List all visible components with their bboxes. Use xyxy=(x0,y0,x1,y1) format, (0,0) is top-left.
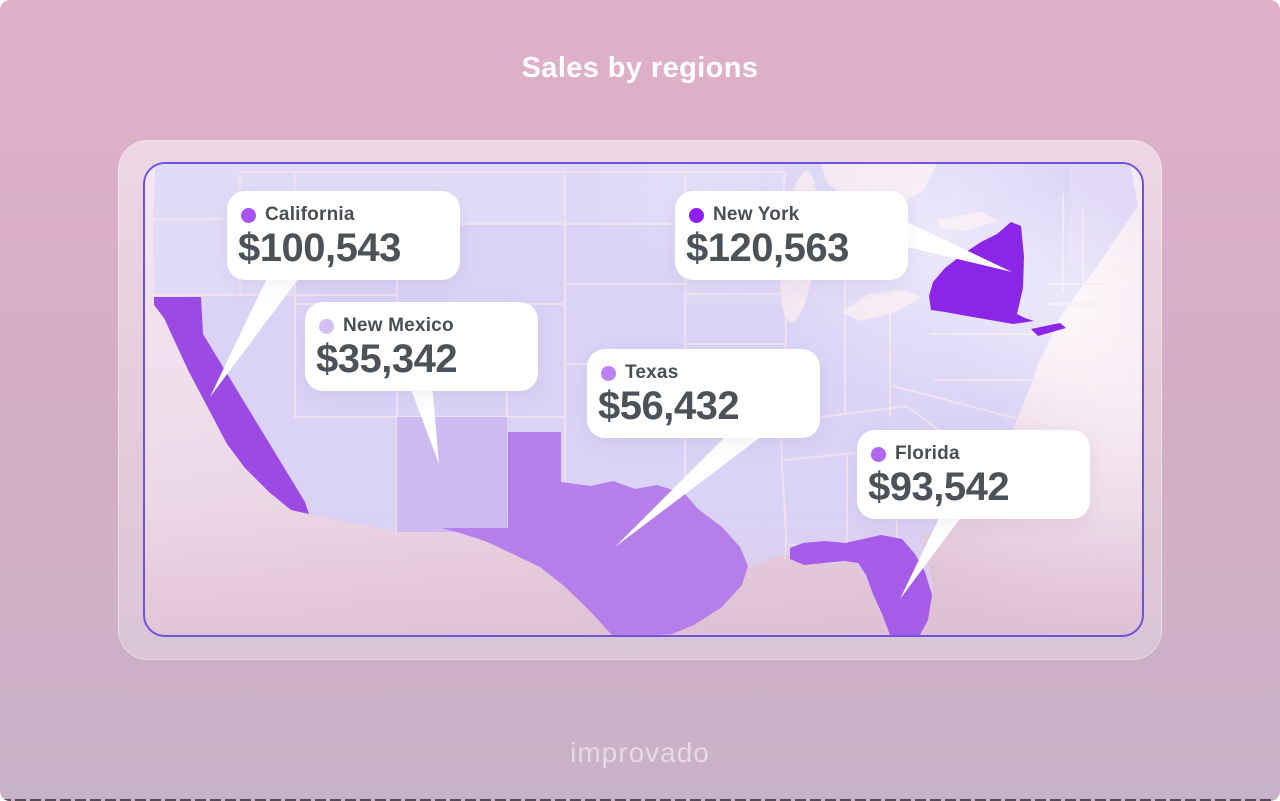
callout-value: $93,542 xyxy=(868,465,1010,509)
callout-texas: Texas $56,432 xyxy=(587,349,820,438)
state-texas xyxy=(442,432,748,635)
callout-label: New York xyxy=(713,204,800,225)
callout-label: Texas xyxy=(625,362,679,383)
state-florida xyxy=(790,535,932,635)
callout-value: $100,543 xyxy=(238,226,401,270)
callout-tails xyxy=(210,220,1012,599)
state-california xyxy=(154,297,309,514)
callout-tail-florida xyxy=(900,512,965,599)
callout-value: $56,432 xyxy=(598,384,740,428)
callout-value: $120,563 xyxy=(686,226,849,270)
callout-label: California xyxy=(265,204,355,225)
callout-tail-california xyxy=(210,274,302,397)
callout-value: $35,342 xyxy=(316,337,458,381)
callout-label: New Mexico xyxy=(343,315,454,336)
callout-new-york: New York $120,563 xyxy=(675,191,908,280)
callout-california: California $100,543 xyxy=(227,191,460,280)
improvado-logo: improvado xyxy=(570,737,710,768)
legend-dot-california xyxy=(241,207,256,223)
callout-new-mexico: New Mexico $35,342 xyxy=(305,302,538,391)
callout-label: Florida xyxy=(895,443,960,464)
bottom-edge-artifact xyxy=(0,799,1280,801)
legend-dot-new-york xyxy=(689,207,704,223)
callout-tail-new-mexico xyxy=(409,384,439,464)
us-map-frame: California $100,543 New York $120,563 Ne… xyxy=(143,162,1144,637)
page-title: Sales by regions xyxy=(521,52,759,84)
legend-dot-new-mexico xyxy=(319,318,334,334)
callout-tail-new-york xyxy=(903,220,1012,272)
callout-tail-texas xyxy=(615,430,770,547)
legend-dot-florida xyxy=(871,446,886,462)
legend-dot-texas xyxy=(601,365,616,381)
map-panel: California $100,543 New York $120,563 Ne… xyxy=(118,140,1162,660)
callout-florida: Florida $93,542 xyxy=(857,430,1090,519)
state-new-mexico xyxy=(397,417,507,532)
state-new-york xyxy=(929,222,1066,336)
